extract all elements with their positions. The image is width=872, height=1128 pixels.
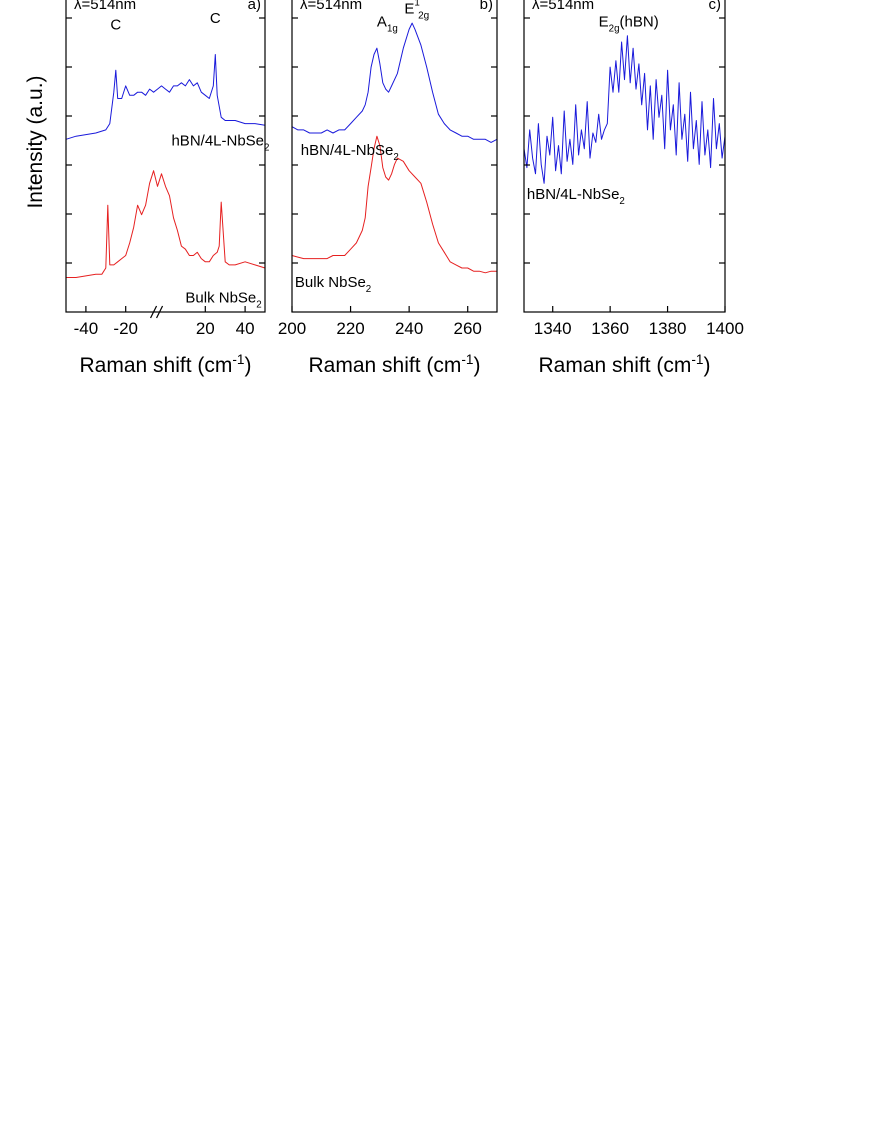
x-tick-label: 220: [336, 319, 364, 338]
series-label: hBN/4L-NbSe2: [171, 133, 269, 154]
panel-1: -40 -20 20 40 Raman shift (cm-1) λ=514nm a) C Ch…: [65, 0, 269, 377]
x-tick-label: 1400: [706, 319, 744, 338]
y-axis-label: Intensity (a.u.): [24, 75, 47, 208]
series-line-1: [523, 35, 726, 184]
series-line-1: [291, 22, 498, 143]
series-label: hBN/4L-NbSe2: [301, 142, 399, 163]
x-tick-label: -20: [113, 319, 138, 338]
x-tick-label: 260: [454, 319, 482, 338]
x-tick-label: 1360: [591, 319, 629, 338]
wavelength-label: λ=514nm: [74, 0, 136, 13]
x-axis-label: Raman shift (cm-1): [308, 352, 480, 377]
peak-label-sub: 2g: [418, 11, 429, 22]
plot-frame: [291, 0, 498, 313]
chart-panels: -40 -20 20 40 Raman shift (cm-1) λ=514nm a) C Ch…: [65, 0, 744, 377]
x-tick-label: 1380: [649, 319, 687, 338]
axis-break-mark: [156, 305, 164, 319]
series-line-2: [291, 135, 497, 274]
wavelength-label: λ=514nm: [300, 0, 362, 13]
series-line-2: [66, 170, 266, 278]
panel-letter: c): [709, 0, 722, 13]
peak-label: A1g: [377, 13, 398, 34]
panel-letter: a): [248, 0, 261, 13]
peak-label: E1: [404, 0, 419, 18]
panel-3: 1340 1360 1380 1400 Raman shift (cm-1) λ=514n…: [523, 0, 744, 377]
series-label: Bulk NbSe2: [185, 290, 261, 311]
x-tick-label: 20: [196, 319, 215, 338]
x-tick-label: 40: [236, 319, 255, 338]
x-axis-label: Raman shift (cm-1): [538, 352, 710, 377]
panel-letter: b): [480, 0, 493, 13]
x-axis-label: Raman shift (cm-1): [79, 352, 251, 377]
plot-frame: [523, 0, 726, 313]
wavelength-label: λ=514nm: [532, 0, 594, 13]
panel-2: 200 220 240 260 Raman shift (cm-1) λ=514nm b) A…: [278, 0, 498, 377]
series-label: hBN/4L-NbSe2: [527, 186, 625, 207]
x-tick-label: 1340: [534, 319, 572, 338]
peak-label: C: [210, 10, 221, 27]
plot-frame: [65, 0, 266, 313]
peak-label: E2g(hBN): [599, 13, 659, 34]
x-tick-label: 200: [278, 319, 306, 338]
x-tick-label: -40: [74, 319, 99, 338]
series-label: Bulk NbSe2: [295, 274, 371, 295]
series-line-1: [65, 54, 266, 140]
axis-break-mark: [150, 305, 158, 319]
x-tick-label: 240: [395, 319, 423, 338]
peak-label: C: [110, 16, 121, 33]
